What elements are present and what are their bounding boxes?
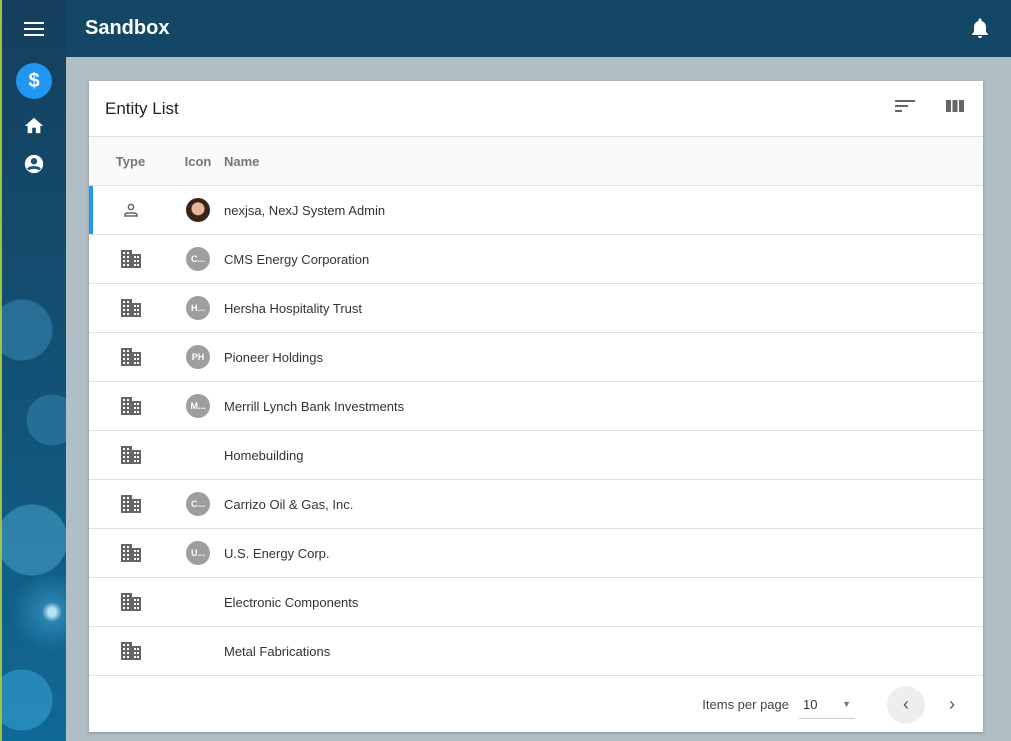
table-row[interactable]: C... Carrizo Oil & Gas, Inc. <box>89 480 983 529</box>
entity-name: U.S. Energy Corp. <box>224 545 330 561</box>
person-icon <box>89 201 172 219</box>
next-page-button[interactable]: › <box>949 694 955 714</box>
avatar: C... <box>186 247 210 271</box>
app-header: Sandbox <box>66 0 1011 57</box>
column-header-icon[interactable]: Icon <box>184 153 212 169</box>
column-header-name[interactable]: Name <box>224 153 260 169</box>
entity-name: Homebuilding <box>224 447 304 463</box>
avatar: M... <box>186 394 210 418</box>
entity-name: nexjsa, NexJ System Admin <box>224 202 386 218</box>
table-header: Type Icon Name <box>89 137 983 186</box>
building-icon <box>89 544 172 562</box>
table-row[interactable]: Metal Fabrications <box>89 627 983 676</box>
dropdown-arrow-icon: ▼ <box>842 699 851 709</box>
table-row[interactable]: H... Hersha Hospitality Trust <box>89 284 983 333</box>
building-icon <box>89 446 172 464</box>
columns-icon[interactable] <box>946 98 964 119</box>
avatar: H... <box>186 296 210 320</box>
avatar <box>186 198 210 222</box>
building-icon <box>89 397 172 415</box>
account-icon[interactable] <box>16 146 52 182</box>
table-row[interactable]: C... CMS Energy Corporation <box>89 235 983 284</box>
entity-name: Merrill Lynch Bank Investments <box>224 398 405 414</box>
entity-name: Pioneer Holdings <box>224 349 324 365</box>
app-title: Sandbox <box>85 17 170 39</box>
page-size-select[interactable]: 10 ▼ <box>799 691 855 719</box>
table-row[interactable]: nexjsa, NexJ System Admin <box>89 186 983 235</box>
previous-page-button[interactable]: ‹ <box>887 685 925 724</box>
paginator: Items per page 10 ▼ ‹ › <box>89 677 983 732</box>
building-icon <box>89 642 172 660</box>
building-icon <box>89 593 172 611</box>
home-icon[interactable] <box>16 107 52 143</box>
sort-icon[interactable] <box>895 98 915 119</box>
building-icon <box>89 495 172 513</box>
card-title: Entity List <box>105 98 179 118</box>
table-row[interactable]: M... Merrill Lynch Bank Investments <box>89 382 983 431</box>
table-row[interactable]: PH Pioneer Holdings <box>89 333 983 382</box>
building-icon <box>89 348 172 366</box>
column-header-type[interactable]: Type <box>115 153 146 169</box>
avatar: U... <box>186 541 210 565</box>
table-row[interactable]: U... U.S. Energy Corp. <box>89 529 983 578</box>
entity-name: Metal Fabrications <box>224 643 331 659</box>
entity-list-card: Entity List Type Icon Name nexjsa, NexJ … <box>89 81 983 732</box>
entity-name: Electronic Components <box>224 594 359 610</box>
dollar-icon[interactable]: $ <box>16 63 52 99</box>
sidebar: $ <box>0 0 66 741</box>
entity-name: CMS Energy Corporation <box>224 251 370 267</box>
avatar: PH <box>186 345 210 369</box>
menu-icon[interactable] <box>16 11 52 47</box>
page-size-value: 10 <box>803 696 818 712</box>
avatar: C... <box>186 492 210 516</box>
table-row[interactable]: Electronic Components <box>89 578 983 627</box>
entity-name: Carrizo Oil & Gas, Inc. <box>224 496 354 512</box>
items-per-page-label: Items per page <box>702 697 789 712</box>
building-icon <box>89 299 172 317</box>
entity-name: Hersha Hospitality Trust <box>224 300 362 316</box>
building-icon <box>89 250 172 268</box>
bell-icon[interactable] <box>971 18 989 43</box>
table-row[interactable]: Homebuilding <box>89 431 983 480</box>
